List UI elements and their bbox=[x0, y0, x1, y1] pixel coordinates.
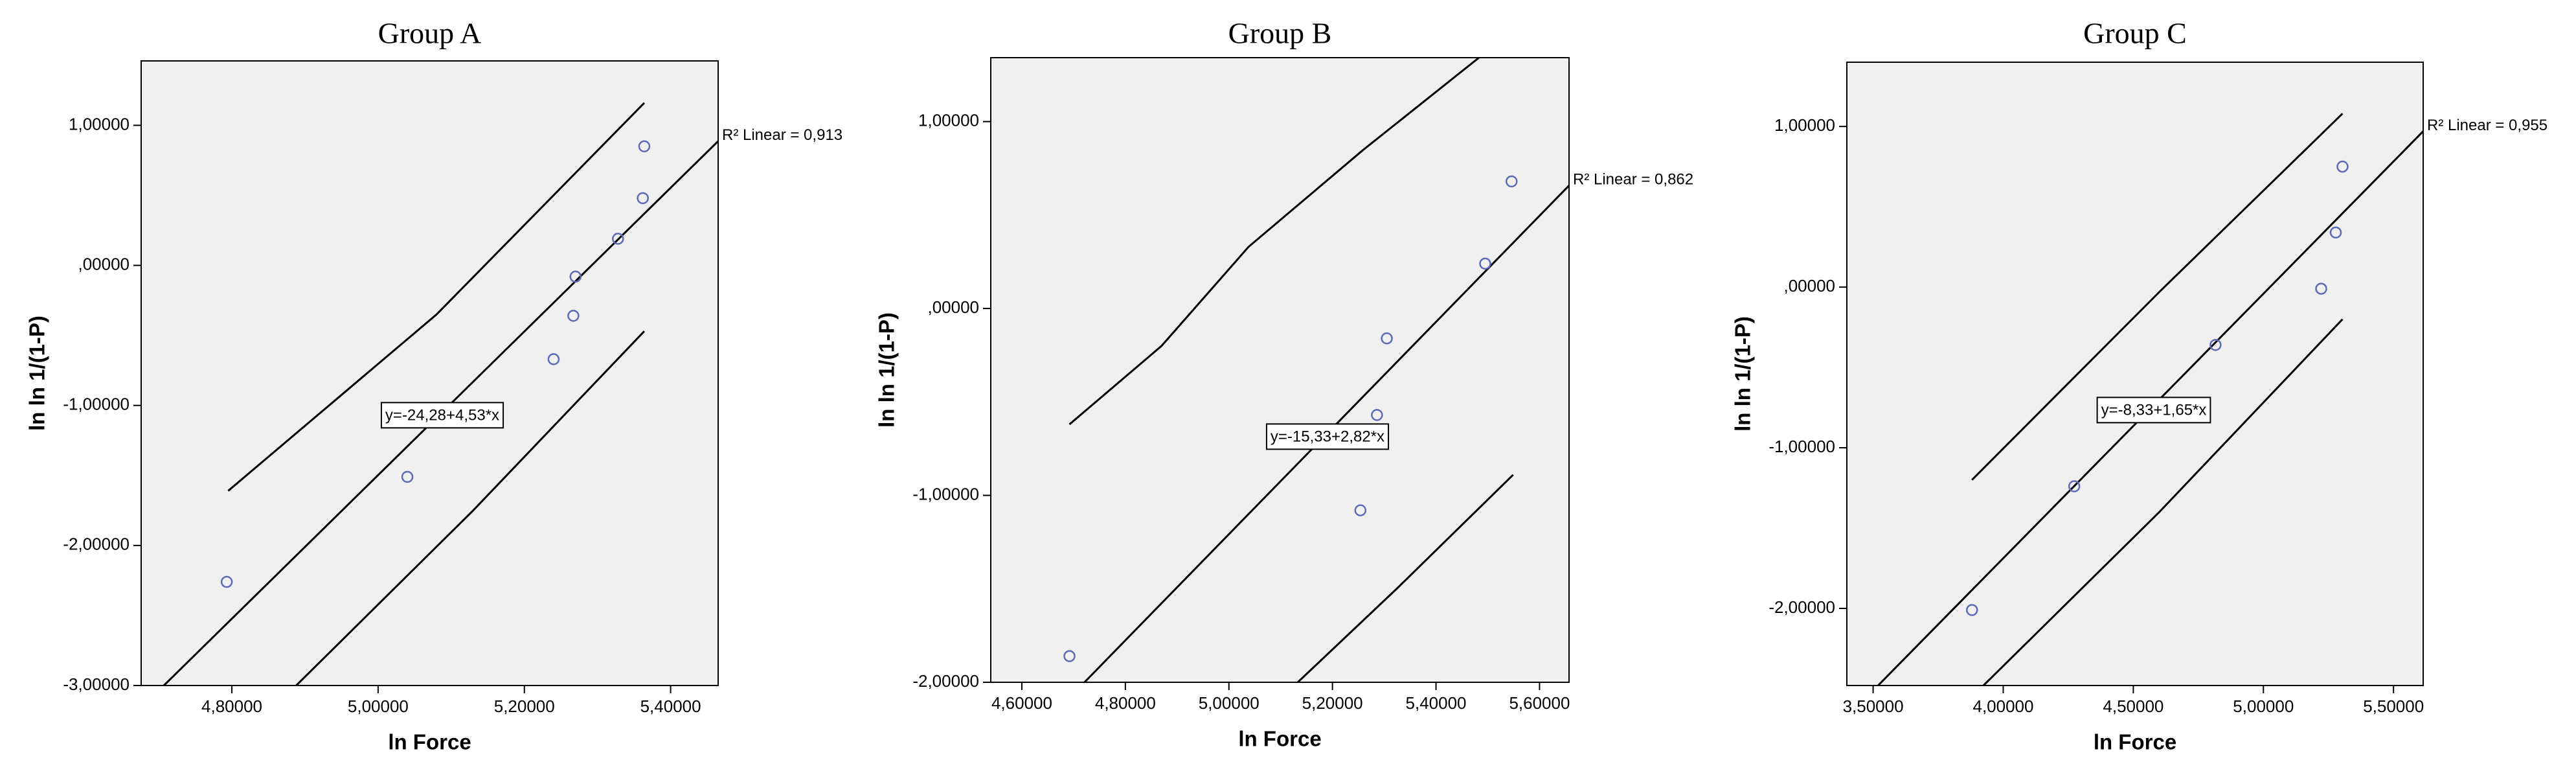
panel: Group B 4,60000 4,80000 5,00000 5,20000 5,400… bbox=[875, 17, 1693, 751]
chart-title: Group B bbox=[1228, 17, 1332, 50]
confidence-band bbox=[295, 330, 646, 686]
y-axis-label: ln ln 1/(1-P) bbox=[875, 312, 899, 428]
point bbox=[612, 233, 624, 245]
point bbox=[569, 270, 582, 283]
y-tick-label: 1,00000 bbox=[69, 114, 130, 133]
x-tick-label: 5,60000 bbox=[1509, 693, 1570, 713]
y-tick-label: -2,00000 bbox=[63, 535, 130, 554]
x-tick-label: 5,00000 bbox=[2233, 697, 2294, 716]
y-axis-label: ln ln 1/(1-P) bbox=[1731, 316, 1755, 432]
x-tick-label: 5,20000 bbox=[1302, 693, 1363, 713]
x-axis-label: ln Force bbox=[2094, 730, 2176, 754]
x-tick-label: 4,80000 bbox=[201, 697, 262, 716]
point bbox=[2209, 339, 2222, 351]
x-tick-label: 5,40000 bbox=[1406, 693, 1467, 713]
y-axis-label: ln ln 1/(1-P) bbox=[25, 316, 49, 431]
point bbox=[638, 140, 651, 153]
x-axis-label: ln Force bbox=[1238, 727, 1321, 751]
x-tick-label: 5,40000 bbox=[640, 697, 701, 716]
point bbox=[1371, 409, 1383, 421]
r2-label: R² Linear = 0,955 bbox=[2427, 117, 2548, 134]
point bbox=[401, 470, 414, 483]
confidence-band bbox=[227, 102, 646, 492]
equation: y=-8,33+1,65*x bbox=[2101, 401, 2207, 419]
point bbox=[2336, 160, 2349, 173]
point bbox=[2068, 480, 2081, 492]
panel: Group A 4,80000 5,00000 5,20000 5,40000 -3,00… bbox=[25, 17, 842, 754]
y-tick-label: ,00000 bbox=[78, 254, 130, 273]
y-tick-label: ,00000 bbox=[927, 297, 979, 317]
equation-box: y=-15,33+2,82*x bbox=[1265, 423, 1390, 450]
plot-area bbox=[141, 60, 719, 686]
x-tick-label: 4,80000 bbox=[1095, 693, 1156, 713]
point bbox=[2315, 282, 2327, 295]
y-tick-label: ,00000 bbox=[1783, 276, 1835, 295]
x-tick-label: 5,50000 bbox=[2363, 697, 2424, 716]
y-tick-label: -2,00000 bbox=[912, 671, 979, 691]
point bbox=[2329, 226, 2342, 239]
point bbox=[1063, 650, 1076, 662]
confidence-band bbox=[1971, 113, 2344, 481]
point bbox=[637, 192, 649, 205]
point bbox=[1354, 504, 1367, 516]
x-tick-label: 4,50000 bbox=[2103, 697, 2164, 716]
equation-frame bbox=[2096, 397, 2211, 424]
plot-area bbox=[1846, 62, 2424, 686]
point bbox=[1479, 257, 1491, 270]
x-tick-label: 5,00000 bbox=[1199, 693, 1260, 713]
y-tick-label: -2,00000 bbox=[1768, 597, 1835, 617]
chart-title: Group C bbox=[2083, 17, 2187, 50]
plot-area bbox=[990, 57, 1570, 683]
confidence-band bbox=[1982, 318, 2344, 686]
r2-label: R² Linear = 0,862 bbox=[1573, 171, 1693, 189]
x-tick-label: 4,60000 bbox=[991, 693, 1052, 713]
panel: Group C 3,50000 4,00000 4,50000 5,00000 5,500… bbox=[1731, 17, 2548, 754]
x-tick-label: 3,50000 bbox=[1843, 697, 1904, 716]
x-tick-label: 5,20000 bbox=[494, 697, 555, 716]
equation-frame bbox=[380, 402, 504, 429]
point bbox=[1966, 604, 1978, 616]
confidence-band bbox=[1068, 58, 1480, 426]
y-tick-label: -3,00000 bbox=[63, 674, 130, 694]
y-tick-label: -1,00000 bbox=[63, 395, 130, 414]
y-tick-label: 1,00000 bbox=[918, 111, 979, 130]
x-tick-label: 5,00000 bbox=[348, 697, 409, 716]
equation-box: y=-24,28+4,53*x bbox=[380, 402, 504, 429]
point bbox=[220, 575, 233, 588]
y-tick-label: -1,00000 bbox=[912, 484, 979, 503]
confidence-band bbox=[1297, 474, 1514, 682]
x-axis-label: ln Force bbox=[388, 730, 471, 754]
equation: y=-24,28+4,53*x bbox=[385, 406, 499, 424]
chart-title: Group A bbox=[378, 17, 482, 50]
equation-box: y=-8,33+1,65*x bbox=[2096, 397, 2211, 424]
y-tick-label: 1,00000 bbox=[1774, 115, 1835, 135]
x-tick-label: 4,00000 bbox=[1972, 697, 2033, 716]
point bbox=[547, 353, 560, 365]
r2-label: R² Linear = 0,913 bbox=[722, 126, 842, 144]
point bbox=[1381, 332, 1393, 345]
point bbox=[1506, 175, 1518, 188]
equation-frame bbox=[1265, 423, 1390, 450]
y-tick-label: -1,00000 bbox=[1768, 437, 1835, 456]
equation: y=-15,33+2,82*x bbox=[1271, 428, 1384, 445]
point bbox=[567, 310, 580, 322]
